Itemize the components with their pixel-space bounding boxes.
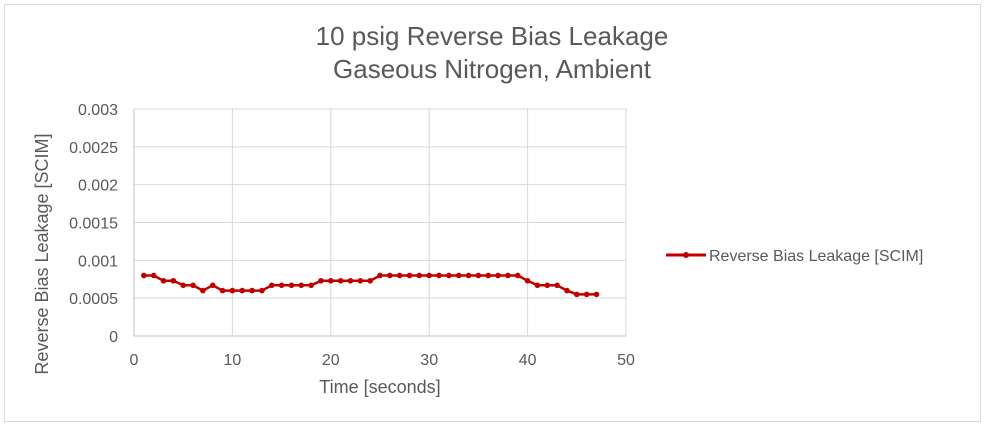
data-point [377,272,383,279]
y-tick-label: 0.0005 [69,291,118,308]
data-point [583,291,590,298]
data-point [426,272,433,279]
legend-point-marker [683,252,689,258]
data-point [514,272,521,279]
x-axis-tick-labels: 0 10 20 30 40 50 [130,352,635,369]
data-point [544,282,551,289]
gridlines [133,108,627,337]
data-point [160,277,167,284]
data-point [337,277,344,284]
x-tick-label: 0 [130,352,139,369]
y-axis-label: Reverse Bias Leakage [SCIM] [32,133,52,374]
data-point [554,282,560,289]
data-point [278,282,285,289]
data-point [318,277,324,284]
series-reverse-bias-leakage [141,272,600,298]
data-point [170,277,177,284]
data-point [141,272,147,279]
x-tick-label: 40 [519,352,537,369]
legend-label: Reverse Bias Leakage [SCIM] [709,248,923,265]
data-point [150,272,157,279]
y-tick-label: 0.0015 [69,216,118,233]
data-point [200,287,206,294]
x-tick-label: 50 [617,352,635,369]
data-point [574,291,580,298]
data-point [485,272,492,279]
x-tick-label: 20 [322,352,340,369]
data-point [593,291,600,298]
data-point [259,287,265,294]
data-point [534,282,541,289]
data-point [180,282,186,289]
y-tick-label: 0.001 [78,253,118,270]
chart-area [4,4,981,422]
chart-title-line-1: 10 psig Reverse Bias Leakage [316,21,669,51]
x-tick-label: 10 [224,352,242,369]
data-point [190,282,196,289]
data-point [524,277,531,284]
data-point [347,277,354,284]
y-tick-label: 0.0025 [69,140,118,157]
chart-title-line-2: Gaseous Nitrogen, Ambient [333,54,652,84]
data-point [406,272,413,279]
x-axis-label: Time [seconds] [319,377,440,397]
data-point [308,282,314,289]
data-point [564,287,570,294]
data-point [219,287,226,294]
data-point [446,272,452,279]
data-point [387,272,393,279]
data-point [495,272,501,279]
data-point [328,277,334,284]
y-tick-label: 0 [109,329,118,346]
data-point [298,282,305,289]
x-tick-label: 30 [420,352,438,369]
data-point [249,287,255,294]
y-tick-label: 0.003 [78,102,118,119]
data-point [455,272,462,279]
data-point [367,277,373,284]
data-point [475,272,482,279]
data-point [465,272,472,279]
y-axis-tick-labels: 0 0.0005 0.001 0.0015 0.002 0.0025 0.003 [69,102,118,346]
data-point [436,272,442,279]
data-point [268,282,275,289]
data-point [209,282,216,289]
data-point [505,272,511,279]
data-point [416,272,423,279]
data-point [229,287,236,294]
data-point [357,277,364,284]
data-point [288,282,295,289]
legend: Reverse Bias Leakage [SCIM] [666,248,923,265]
y-tick-label: 0.002 [78,178,118,195]
data-point [239,287,246,294]
data-point [396,272,403,279]
